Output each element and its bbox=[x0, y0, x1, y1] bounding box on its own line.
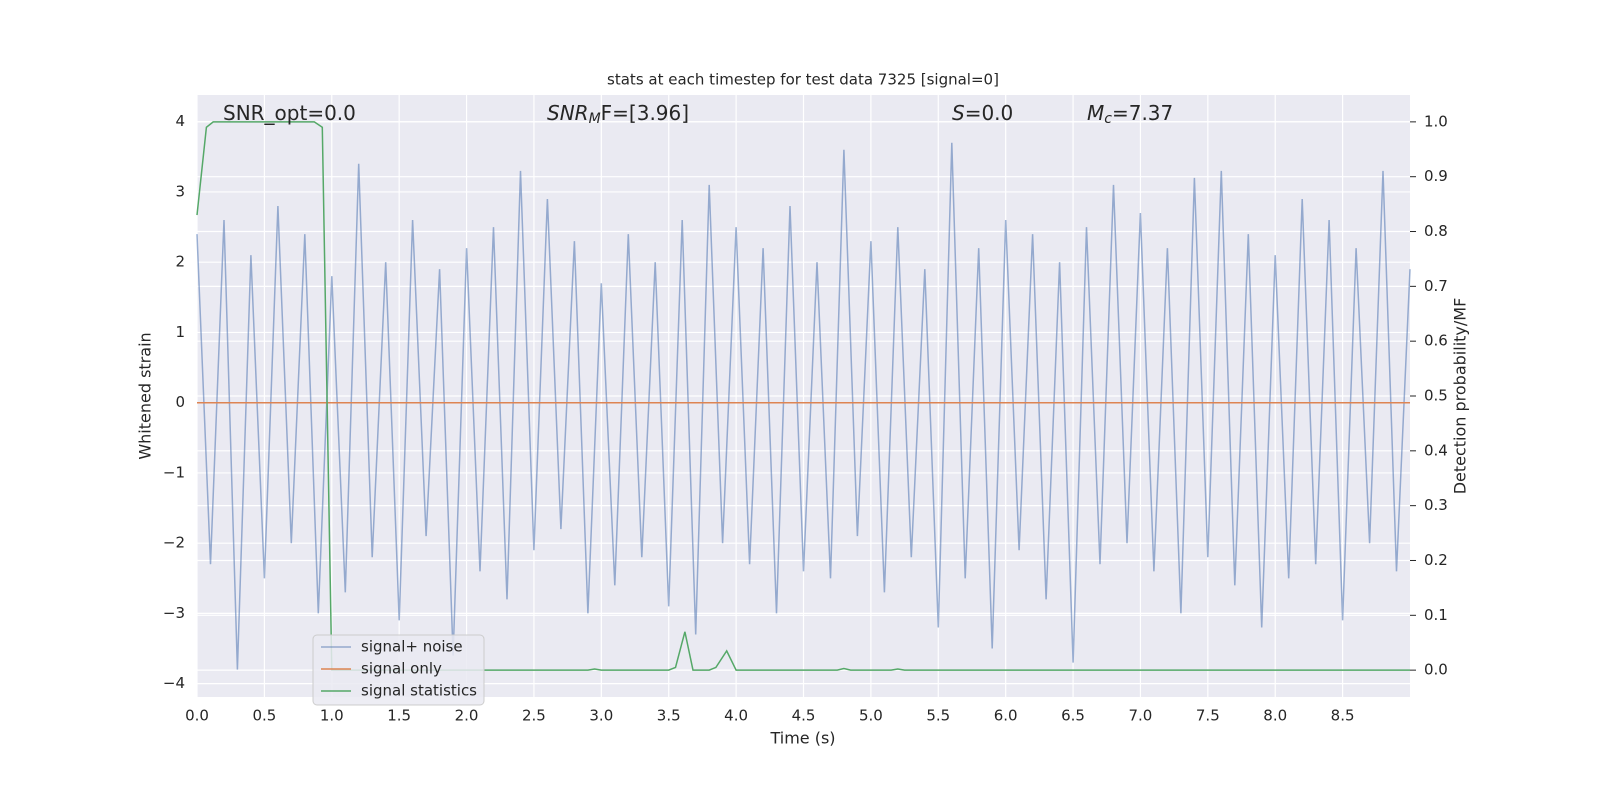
legend-label: signal only bbox=[361, 660, 442, 678]
annotation-symbol: SNR bbox=[547, 101, 589, 125]
x-tick-label: 0.0 bbox=[185, 707, 209, 725]
x-axis-label: Time (s) bbox=[769, 729, 835, 748]
annotation-value: F=[3.96] bbox=[601, 101, 689, 125]
y2-tick-label: 0.5 bbox=[1424, 387, 1448, 405]
chart-title: stats at each timestep for test data 732… bbox=[607, 71, 999, 89]
y-tick-label: 0 bbox=[175, 393, 185, 411]
y2-tick-label: 0.7 bbox=[1424, 277, 1448, 295]
series-line bbox=[196, 142, 1411, 670]
x-tick-label: 8.0 bbox=[1263, 707, 1287, 725]
x-tick-label: 7.5 bbox=[1196, 707, 1220, 725]
y2-tick-label: 0.0 bbox=[1424, 661, 1448, 679]
y2-tick-label: 0.8 bbox=[1424, 222, 1448, 240]
annotation: SNR_opt=0.0 bbox=[223, 101, 356, 125]
y-tick-label: 1 bbox=[175, 323, 185, 341]
y-tick-label: 3 bbox=[175, 182, 185, 200]
x-tick-label: 5.5 bbox=[926, 707, 950, 725]
x-tick-label: 5.0 bbox=[859, 707, 883, 725]
y2-tick-label: 0.6 bbox=[1424, 332, 1448, 350]
x-tick-label: 8.5 bbox=[1331, 707, 1355, 725]
x-tick-label: 1.5 bbox=[387, 707, 411, 725]
annotation-subscript: M bbox=[589, 111, 601, 127]
y2-tick-label: 0.1 bbox=[1424, 606, 1448, 624]
x-tick-label: 6.5 bbox=[1061, 707, 1085, 725]
legend-box bbox=[312, 634, 485, 706]
annotation: SNRMF=[3.96] bbox=[547, 101, 689, 128]
y2-tick-label: 0.2 bbox=[1424, 551, 1448, 569]
x-tick-label: 2.5 bbox=[522, 707, 546, 725]
y-axis-label: Whitened strain bbox=[136, 332, 155, 459]
legend-label: signal+ noise bbox=[361, 638, 463, 656]
legend-label: signal statistics bbox=[361, 682, 477, 700]
annotation-text: SNR_opt=0.0 bbox=[223, 101, 356, 125]
annotation-subscript: c bbox=[1104, 111, 1112, 127]
x-tick-label: 3.5 bbox=[657, 707, 681, 725]
x-tick-label: 2.0 bbox=[455, 707, 479, 725]
annotation-value: =0.0 bbox=[965, 101, 1014, 125]
series-line bbox=[196, 121, 1410, 671]
y2-tick-label: 0.3 bbox=[1424, 496, 1448, 514]
y2-tick-label: 1.0 bbox=[1424, 112, 1448, 130]
y-tick-label: 4 bbox=[175, 112, 185, 130]
y2-tick-label: 0.4 bbox=[1424, 441, 1448, 459]
x-tick-label: 4.0 bbox=[724, 707, 748, 725]
annotation-symbol: S bbox=[952, 101, 965, 125]
y2-axis-label: Detection probability/MF bbox=[1451, 298, 1470, 495]
annotation: S=0.0 bbox=[952, 101, 1013, 125]
y2-tick-label: 0.9 bbox=[1424, 167, 1448, 185]
annotation: Mc=7.37 bbox=[1087, 101, 1173, 128]
x-tick-label: 7.0 bbox=[1129, 707, 1153, 725]
x-tick-label: 3.0 bbox=[589, 707, 613, 725]
annotation-symbol: M bbox=[1087, 101, 1104, 125]
y-tick-label: −3 bbox=[163, 604, 185, 622]
y-tick-label: −1 bbox=[163, 463, 185, 481]
annotation-value: =7.37 bbox=[1112, 101, 1173, 125]
y-tick-label: −2 bbox=[163, 534, 185, 552]
x-tick-label: 4.5 bbox=[792, 707, 816, 725]
y-tick-label: 2 bbox=[175, 253, 185, 271]
y-tick-label: −4 bbox=[163, 674, 185, 692]
x-tick-label: 0.5 bbox=[252, 707, 276, 725]
x-tick-label: 6.0 bbox=[994, 707, 1018, 725]
x-tick-label: 1.0 bbox=[320, 707, 344, 725]
